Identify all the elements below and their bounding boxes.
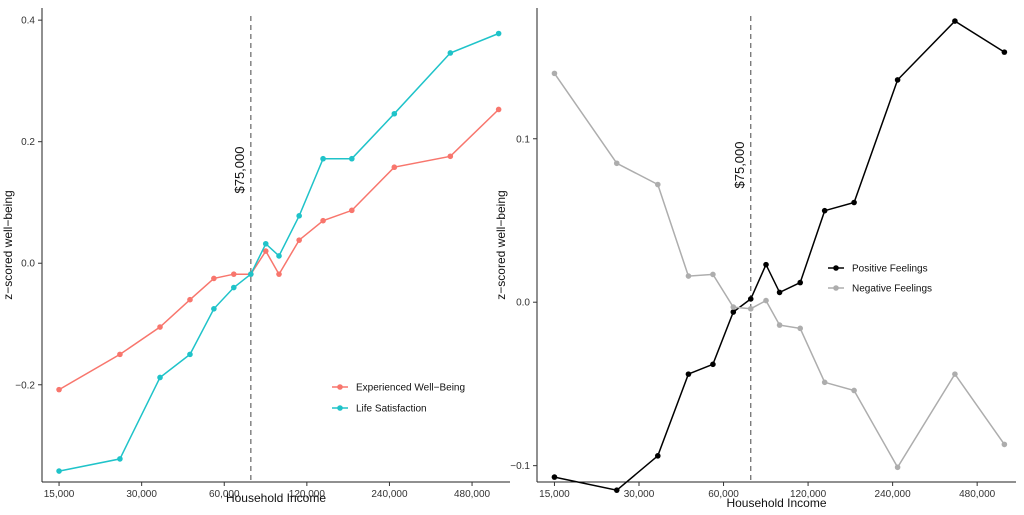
data-point: [320, 217, 326, 224]
panel-left: −0.2 0.0 0.2 0.4 15,000 30,000 60,000 120,000 24…: [1, 8, 510, 505]
data-point: [747, 305, 754, 312]
data-point: [710, 271, 716, 278]
data-point: [797, 325, 804, 332]
data-point: [952, 18, 958, 24]
data-point: [654, 181, 661, 188]
x-axis-title: Household Income: [226, 491, 326, 505]
data-point: [730, 309, 737, 315]
data-point: [296, 213, 302, 219]
data-point: [613, 160, 620, 167]
legend-label: Negative Feelings: [852, 284, 932, 295]
data-point: [894, 464, 901, 471]
data-point: [117, 456, 123, 462]
data-point: [851, 387, 857, 394]
x-tick-label: 60,000: [708, 489, 739, 500]
data-point: [952, 371, 958, 377]
y-tick-label: −0.2: [15, 380, 35, 391]
data-point: [157, 374, 163, 381]
x-tick-label: 15,000: [44, 489, 75, 500]
data-point: [894, 77, 901, 83]
data-point: [551, 70, 558, 77]
legend-key-point: [337, 405, 343, 411]
reference-line-label: $75,000: [232, 147, 247, 194]
data-point: [495, 30, 502, 37]
y-tick-label: 0.0: [516, 298, 530, 309]
data-point: [320, 155, 326, 162]
data-point: [685, 273, 692, 279]
x-tick-label: 60,000: [209, 489, 240, 500]
y-axis-title: z−scored well−being: [494, 190, 508, 299]
x-axis-title: Household Income: [726, 496, 826, 510]
data-point: [296, 237, 302, 243]
data-point: [447, 153, 454, 160]
data-point: [776, 289, 783, 296]
data-point: [56, 468, 62, 474]
x-tick-label: 480,000: [454, 489, 491, 500]
x-tick-label: 120,000: [790, 489, 827, 500]
x-tick-label: 120,000: [289, 489, 326, 500]
series-line-1: [58, 32, 499, 472]
data-point: [230, 271, 237, 277]
data-point: [262, 240, 269, 247]
data-point: [654, 453, 661, 459]
y-tick-label: 0.2: [21, 137, 35, 148]
data-point: [851, 199, 857, 206]
data-point: [349, 207, 355, 214]
data-point: [776, 322, 783, 328]
x-tick-label: 240,000: [875, 489, 912, 500]
x-tick-label: 30,000: [624, 489, 655, 500]
legend-key-point: [337, 384, 343, 390]
y-tick-label: −0.1: [510, 461, 530, 472]
series-line-0: [58, 108, 500, 391]
data-point: [230, 284, 237, 291]
data-point: [391, 110, 398, 117]
y-axis-title: z−scored well−being: [1, 190, 15, 299]
data-point: [187, 351, 193, 358]
data-point: [1001, 441, 1008, 448]
data-point: [276, 271, 282, 277]
data-point: [685, 371, 692, 377]
data-point: [157, 324, 163, 330]
x-tick-label: 15,000: [539, 489, 570, 500]
x-tick-label: 480,000: [959, 489, 996, 500]
data-point: [1001, 49, 1008, 55]
data-point: [797, 279, 804, 286]
legend-key-point: [833, 265, 839, 271]
data-point: [821, 379, 828, 386]
data-point: [730, 304, 737, 310]
data-point: [187, 296, 193, 303]
data-point: [349, 155, 355, 162]
legend-key-point: [833, 285, 839, 291]
legend-label: Life Satisfaction: [356, 404, 427, 415]
data-point: [262, 248, 269, 254]
data-point: [613, 487, 620, 493]
data-point: [391, 164, 398, 171]
data-point: [763, 261, 769, 268]
data-point: [710, 361, 716, 368]
y-tick-label: 0.4: [21, 16, 35, 27]
panel-right: −0.1 0.0 0.1 15,000 30,000 60,000 120,000 240,0…: [494, 8, 1016, 510]
data-point: [763, 297, 769, 304]
data-point: [821, 207, 828, 214]
x-tick-label: 240,000: [371, 489, 408, 500]
x-tick-label: 30,000: [126, 489, 157, 500]
data-point: [447, 50, 454, 56]
series-line-0: [554, 20, 1005, 492]
data-point: [276, 253, 282, 259]
data-point: [495, 106, 502, 113]
legend-label: Experienced Well−Being: [356, 383, 465, 394]
data-point: [211, 306, 217, 312]
series-line-1: [553, 72, 1006, 469]
data-point: [117, 351, 123, 358]
y-tick-label: 0.1: [516, 134, 530, 145]
data-point: [56, 386, 62, 393]
y-tick-label: 0.0: [21, 259, 35, 270]
data-point: [747, 296, 754, 302]
data-point: [211, 275, 217, 282]
data-point: [248, 271, 254, 277]
data-point: [551, 474, 558, 480]
reference-line-label: $75,000: [732, 142, 747, 189]
legend-label: Positive Feelings: [852, 264, 928, 275]
